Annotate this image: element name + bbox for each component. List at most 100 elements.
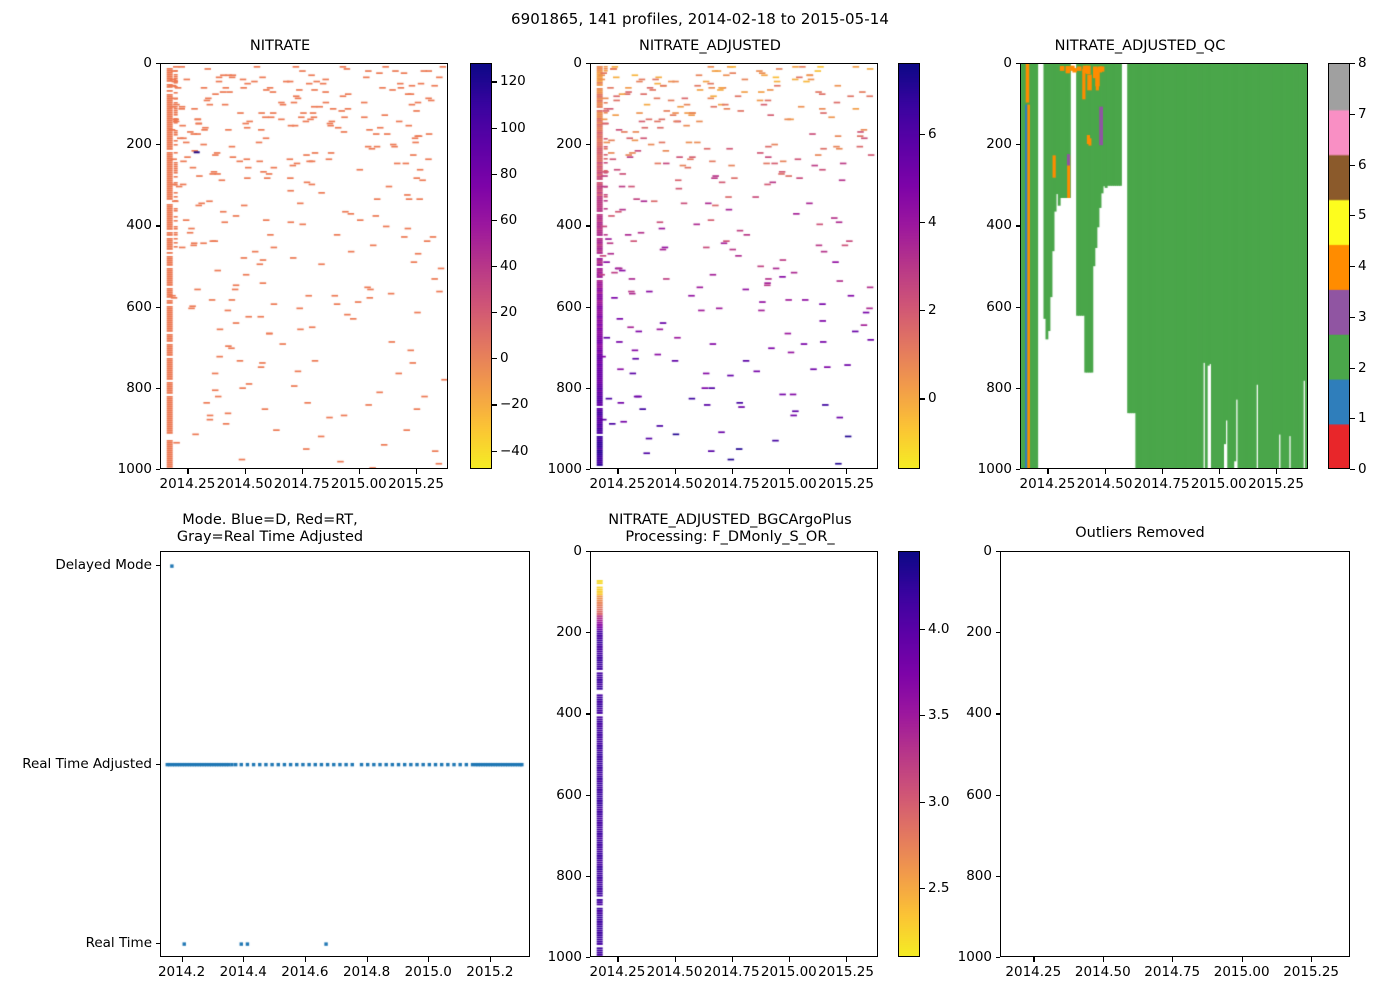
ytick-mark bbox=[155, 469, 160, 471]
ytick-label: 800 bbox=[126, 379, 152, 396]
ytick-label: 800 bbox=[556, 379, 582, 396]
colorbar-tick-mark bbox=[920, 221, 925, 224]
colorbar-tick-label: 0 bbox=[1358, 461, 1367, 477]
xtick-mark bbox=[301, 469, 303, 474]
xtick-mark bbox=[674, 469, 676, 474]
panel-nitrate-adjusted-title: NITRATE_ADJUSTED bbox=[639, 38, 781, 54]
xtick-label: 2015.0 bbox=[404, 964, 452, 980]
xtick-mark bbox=[416, 469, 418, 474]
xtick-mark bbox=[788, 957, 791, 962]
panel-nitrate-adjusted-title-wrap: NITRATE_ADJUSTED bbox=[540, 38, 880, 56]
xtick-label: 2015.00 bbox=[760, 476, 817, 492]
panel-mode-title-wrap: Mode. Blue=D, Red=RT, Gray=Real Time Adj… bbox=[0, 512, 540, 548]
xtick-mark bbox=[304, 957, 307, 962]
axes-mode[interactable] bbox=[160, 551, 530, 957]
ytick-label: Real Time bbox=[85, 934, 152, 951]
ytick-label: 400 bbox=[986, 217, 1012, 234]
xtick-label: 2014.50 bbox=[216, 476, 273, 492]
axes-outliers-removed[interactable] bbox=[1000, 551, 1350, 957]
xtick-label: 2014.6 bbox=[281, 964, 329, 980]
ytick-mark bbox=[585, 469, 590, 471]
xtick-label: 2014.4 bbox=[219, 964, 267, 980]
xtick-label: 2015.25 bbox=[1248, 476, 1304, 492]
xtick-mark bbox=[1102, 957, 1104, 962]
ytick-mark bbox=[585, 63, 590, 65]
ytick-label: 600 bbox=[126, 298, 152, 315]
colorbar-tick-label: 2 bbox=[1358, 359, 1367, 376]
panel-bgcargoplus-title-wrap: NITRATE_ADJUSTED_BGCArgoPlus Processing:… bbox=[540, 512, 920, 548]
ytick-label: 0 bbox=[143, 55, 152, 71]
xtick-mark bbox=[1161, 469, 1163, 474]
ytick-mark bbox=[585, 551, 590, 553]
ytick-label: 0 bbox=[573, 543, 582, 559]
ytick-mark bbox=[995, 551, 1000, 553]
ytick-label: 200 bbox=[986, 136, 1012, 153]
panel-nitrate-title: NITRATE bbox=[249, 38, 311, 54]
xtick-mark bbox=[1218, 469, 1221, 474]
xtick-mark bbox=[788, 469, 791, 474]
ytick-label: 1000 bbox=[547, 461, 582, 477]
ytick-label: 200 bbox=[126, 136, 152, 153]
colorbar-tick-mark bbox=[492, 450, 497, 452]
xtick-label: 2014.8 bbox=[342, 964, 391, 980]
xtick-label: 2015.25 bbox=[818, 476, 874, 492]
colorbar-tick-label: 40 bbox=[500, 258, 518, 274]
ytick-label: 200 bbox=[966, 624, 992, 641]
xtick-label: 2014.25 bbox=[589, 964, 646, 980]
xtick-label: 2014.25 bbox=[589, 476, 646, 492]
xtick-label: 2014.75 bbox=[703, 964, 760, 980]
xtick-mark bbox=[187, 469, 189, 474]
colorbar-tick-label: 4.0 bbox=[928, 620, 950, 637]
panel-mode-title: Mode. Blue=D, Red=RT, Gray=Real Time Adj… bbox=[176, 512, 364, 545]
ytick-mark bbox=[155, 144, 160, 146]
ytick-label: 800 bbox=[986, 379, 1012, 396]
ytick-mark bbox=[1015, 225, 1020, 227]
colorbar-nitrate bbox=[470, 63, 492, 469]
ytick-mark bbox=[155, 387, 160, 389]
ytick-label: 400 bbox=[556, 705, 582, 722]
panel-nitrate-title-wrap: NITRATE bbox=[110, 38, 450, 56]
colorbar-tick-label: 5 bbox=[1358, 207, 1367, 224]
colorbar-tick-label: 100 bbox=[500, 119, 526, 136]
ytick-label: 400 bbox=[126, 217, 152, 234]
ytick-mark bbox=[1015, 469, 1020, 471]
xtick-mark bbox=[617, 957, 619, 962]
xtick-label: 2015.00 bbox=[1213, 964, 1270, 980]
xtick-label: 2014.25 bbox=[1005, 964, 1062, 980]
ytick-mark bbox=[585, 632, 590, 634]
xtick-mark bbox=[1047, 469, 1049, 474]
ytick-label: 1000 bbox=[547, 949, 582, 965]
xtick-mark bbox=[1104, 469, 1106, 474]
ytick-mark bbox=[1015, 306, 1020, 308]
axes-nitrate-adjusted-qc[interactable] bbox=[1020, 63, 1308, 469]
colorbar-tick-label: 3 bbox=[1358, 308, 1367, 325]
axes-nitrate-adjusted[interactable] bbox=[590, 63, 878, 469]
xtick-mark bbox=[846, 469, 848, 474]
axes-nitrate-adjusted-bgcargoplus[interactable] bbox=[590, 551, 878, 957]
ytick-mark bbox=[585, 713, 590, 715]
xtick-label: 2015.2 bbox=[466, 964, 514, 980]
xtick-label: 2015.00 bbox=[760, 964, 817, 980]
ytick-label: 400 bbox=[556, 217, 582, 234]
xtick-mark bbox=[1241, 957, 1243, 962]
colorbar-tick-mark bbox=[1350, 367, 1355, 369]
colorbar-tick-mark bbox=[492, 127, 497, 129]
ytick-mark bbox=[155, 942, 160, 945]
xtick-label: 2015.00 bbox=[1190, 476, 1247, 492]
colorbar-tick-mark bbox=[492, 358, 497, 360]
xtick-mark bbox=[1033, 957, 1035, 962]
colorbar-tick-mark bbox=[1350, 266, 1355, 268]
ytick-label: 0 bbox=[573, 55, 582, 71]
xtick-mark bbox=[244, 469, 246, 474]
axes-nitrate[interactable] bbox=[160, 63, 448, 469]
xtick-label: 2015.25 bbox=[1283, 964, 1340, 980]
colorbar-tick-mark bbox=[920, 801, 925, 803]
colorbar-tick-mark bbox=[920, 133, 925, 135]
colorbar-tick-mark bbox=[920, 887, 925, 890]
panel-outliers-title-wrap: Outliers Removed bbox=[970, 525, 1310, 547]
colorbar-qc bbox=[1328, 63, 1350, 469]
ytick-label: 600 bbox=[966, 786, 992, 803]
xtick-label: 2014.2 bbox=[157, 964, 206, 980]
colorbar-tick-label: 4 bbox=[1358, 258, 1367, 274]
ytick-label: 1000 bbox=[957, 949, 992, 965]
